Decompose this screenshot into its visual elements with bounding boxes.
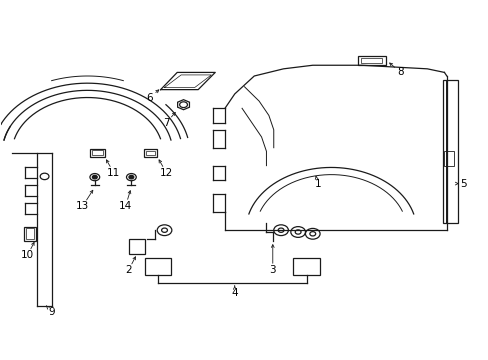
Text: 6: 6 — [146, 93, 153, 103]
Bar — [25, 228, 34, 239]
Bar — [90, 149, 104, 157]
Text: 13: 13 — [76, 201, 89, 211]
Circle shape — [92, 175, 97, 179]
Text: 9: 9 — [48, 307, 55, 316]
Bar — [143, 149, 157, 157]
Text: 12: 12 — [160, 168, 173, 178]
Circle shape — [129, 175, 134, 179]
Bar — [293, 258, 320, 275]
Text: 7: 7 — [163, 118, 169, 128]
Bar — [444, 151, 453, 166]
Bar — [145, 150, 155, 155]
Bar — [360, 58, 381, 63]
Text: 2: 2 — [125, 265, 131, 275]
Text: 5: 5 — [460, 179, 466, 189]
Text: 11: 11 — [107, 168, 120, 178]
Bar — [443, 80, 457, 223]
Bar — [144, 258, 171, 275]
Bar — [357, 56, 385, 65]
Text: 4: 4 — [231, 288, 238, 298]
Text: 3: 3 — [269, 265, 276, 275]
Text: 8: 8 — [396, 67, 403, 77]
Text: 1: 1 — [314, 179, 320, 189]
Bar — [129, 239, 145, 253]
Text: 14: 14 — [119, 201, 132, 211]
Bar — [23, 226, 36, 241]
Text: 10: 10 — [21, 250, 34, 260]
Bar — [92, 150, 102, 155]
